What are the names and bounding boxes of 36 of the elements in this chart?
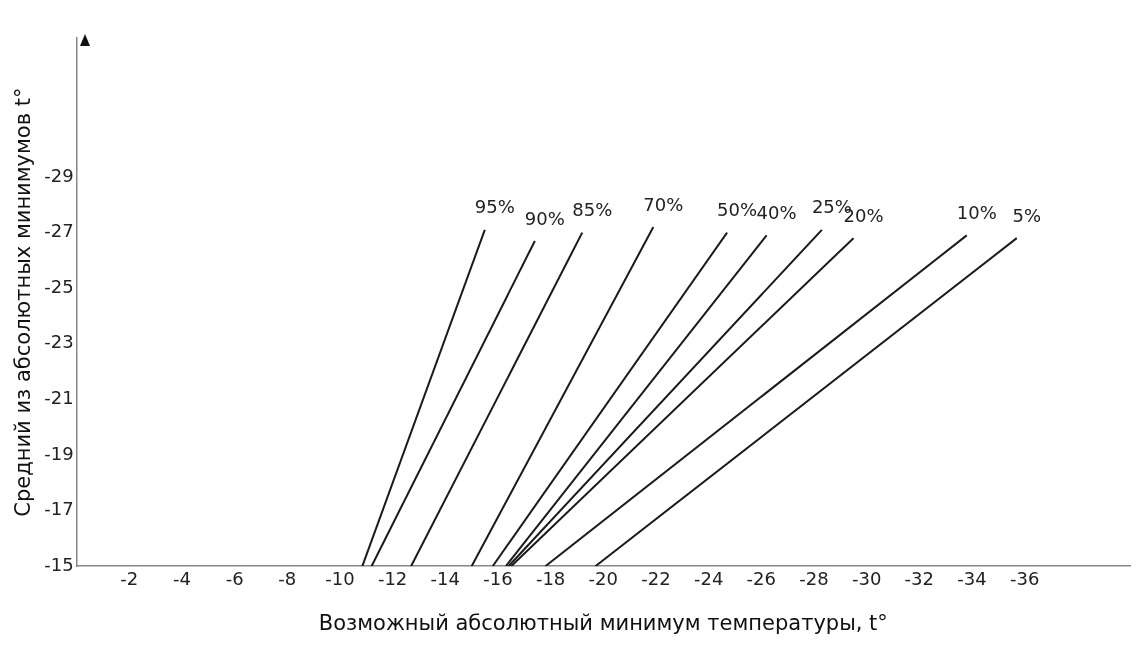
x-tick-label: -36: [1009, 567, 1040, 589]
y-tick-label: -27: [44, 220, 74, 242]
x-tick-label: -30: [851, 567, 882, 589]
series-label: 95%: [474, 196, 515, 218]
x-tick-label: -4: [172, 567, 191, 589]
x-tick-label: -34: [957, 567, 987, 589]
x-tick-label: -32: [904, 567, 935, 589]
series-label: 90%: [524, 207, 565, 229]
x-tick-label: -28: [799, 567, 829, 589]
series-label: 10%: [956, 202, 997, 224]
series-label: 70%: [643, 193, 684, 215]
y-tick-label: -23: [44, 331, 74, 353]
series-label: 5%: [1012, 204, 1042, 226]
y-tick-label: -19: [44, 442, 74, 464]
series-label: 40%: [756, 202, 797, 224]
x-tick-label: -22: [641, 567, 671, 589]
x-tick-label: -8: [278, 567, 297, 589]
x-tick-label: -24: [693, 567, 724, 589]
series-label: 85%: [572, 199, 613, 221]
y-tick-label: -17: [44, 498, 74, 520]
y-tick-label: -25: [44, 275, 74, 297]
x-tick-label: -26: [746, 567, 777, 589]
x-tick-label: -16: [483, 567, 513, 589]
x-tick-label: -18: [535, 567, 566, 589]
x-tick-label: -20: [588, 567, 618, 589]
x-tick-label: -2: [120, 567, 139, 589]
series-label: 50%: [717, 199, 758, 221]
x-tick-label: -6: [225, 567, 244, 589]
x-tick-label: -14: [430, 567, 460, 589]
x-tick-label: -12: [377, 567, 408, 589]
y-tick-label: -29: [44, 164, 74, 186]
x-axis-title: Возможный абсолютный минимум температуры, t°: [318, 610, 888, 635]
x-tick-label: -10: [325, 567, 355, 589]
y-tick-label: -21: [44, 387, 74, 409]
y-tick-label: -15: [44, 553, 74, 575]
y-axis-title: Средний из абсолютных минимумов t°: [11, 87, 36, 517]
